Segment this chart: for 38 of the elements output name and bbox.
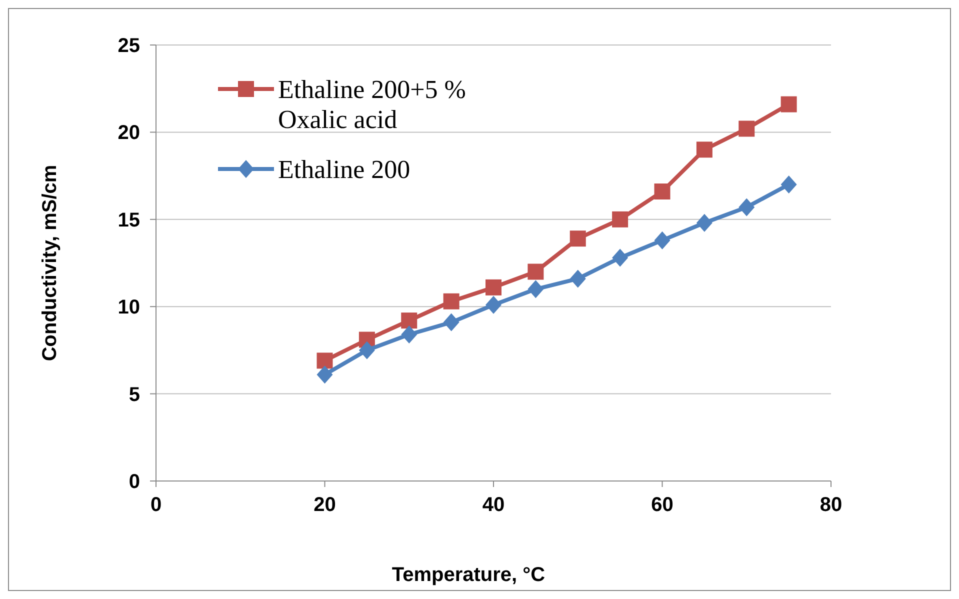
point [486, 296, 502, 314]
point [401, 312, 418, 329]
x-tick-label: 20 [314, 494, 336, 516]
x-tick-label: 0 [150, 494, 162, 516]
point [654, 183, 670, 200]
point [654, 231, 670, 250]
point [443, 293, 460, 310]
point [570, 230, 586, 247]
point [401, 326, 418, 344]
point [316, 352, 333, 369]
point [570, 270, 586, 288]
legend-label: Ethaline 200+5 % Oxalic acid [278, 75, 466, 134]
x-tick-label: 80 [820, 494, 842, 516]
point [316, 366, 333, 384]
point [443, 313, 460, 332]
point [486, 279, 502, 296]
y-tick-label: 10 [118, 296, 140, 319]
x-axis-title: Temperature, °C [392, 564, 546, 586]
y-tick-label: 15 [118, 209, 140, 232]
point [612, 211, 628, 228]
legend-label: Ethaline 200 [278, 155, 410, 184]
point [780, 96, 797, 112]
point [528, 264, 544, 280]
x-tick-label: 60 [651, 494, 674, 516]
point [780, 176, 797, 194]
point [738, 120, 755, 137]
y-tick-label: 0 [128, 471, 140, 493]
y-axis-title: Conductivity, mS/cm [39, 164, 61, 362]
y-tick-label: 20 [118, 122, 140, 144]
x-tick-label: 40 [482, 494, 505, 516]
point [528, 280, 544, 298]
point [738, 198, 755, 216]
point [612, 248, 628, 267]
point [696, 214, 712, 232]
point [358, 341, 375, 360]
point [696, 142, 712, 158]
y-tick-label: 25 [118, 35, 140, 57]
y-tick-label: 5 [128, 384, 140, 406]
